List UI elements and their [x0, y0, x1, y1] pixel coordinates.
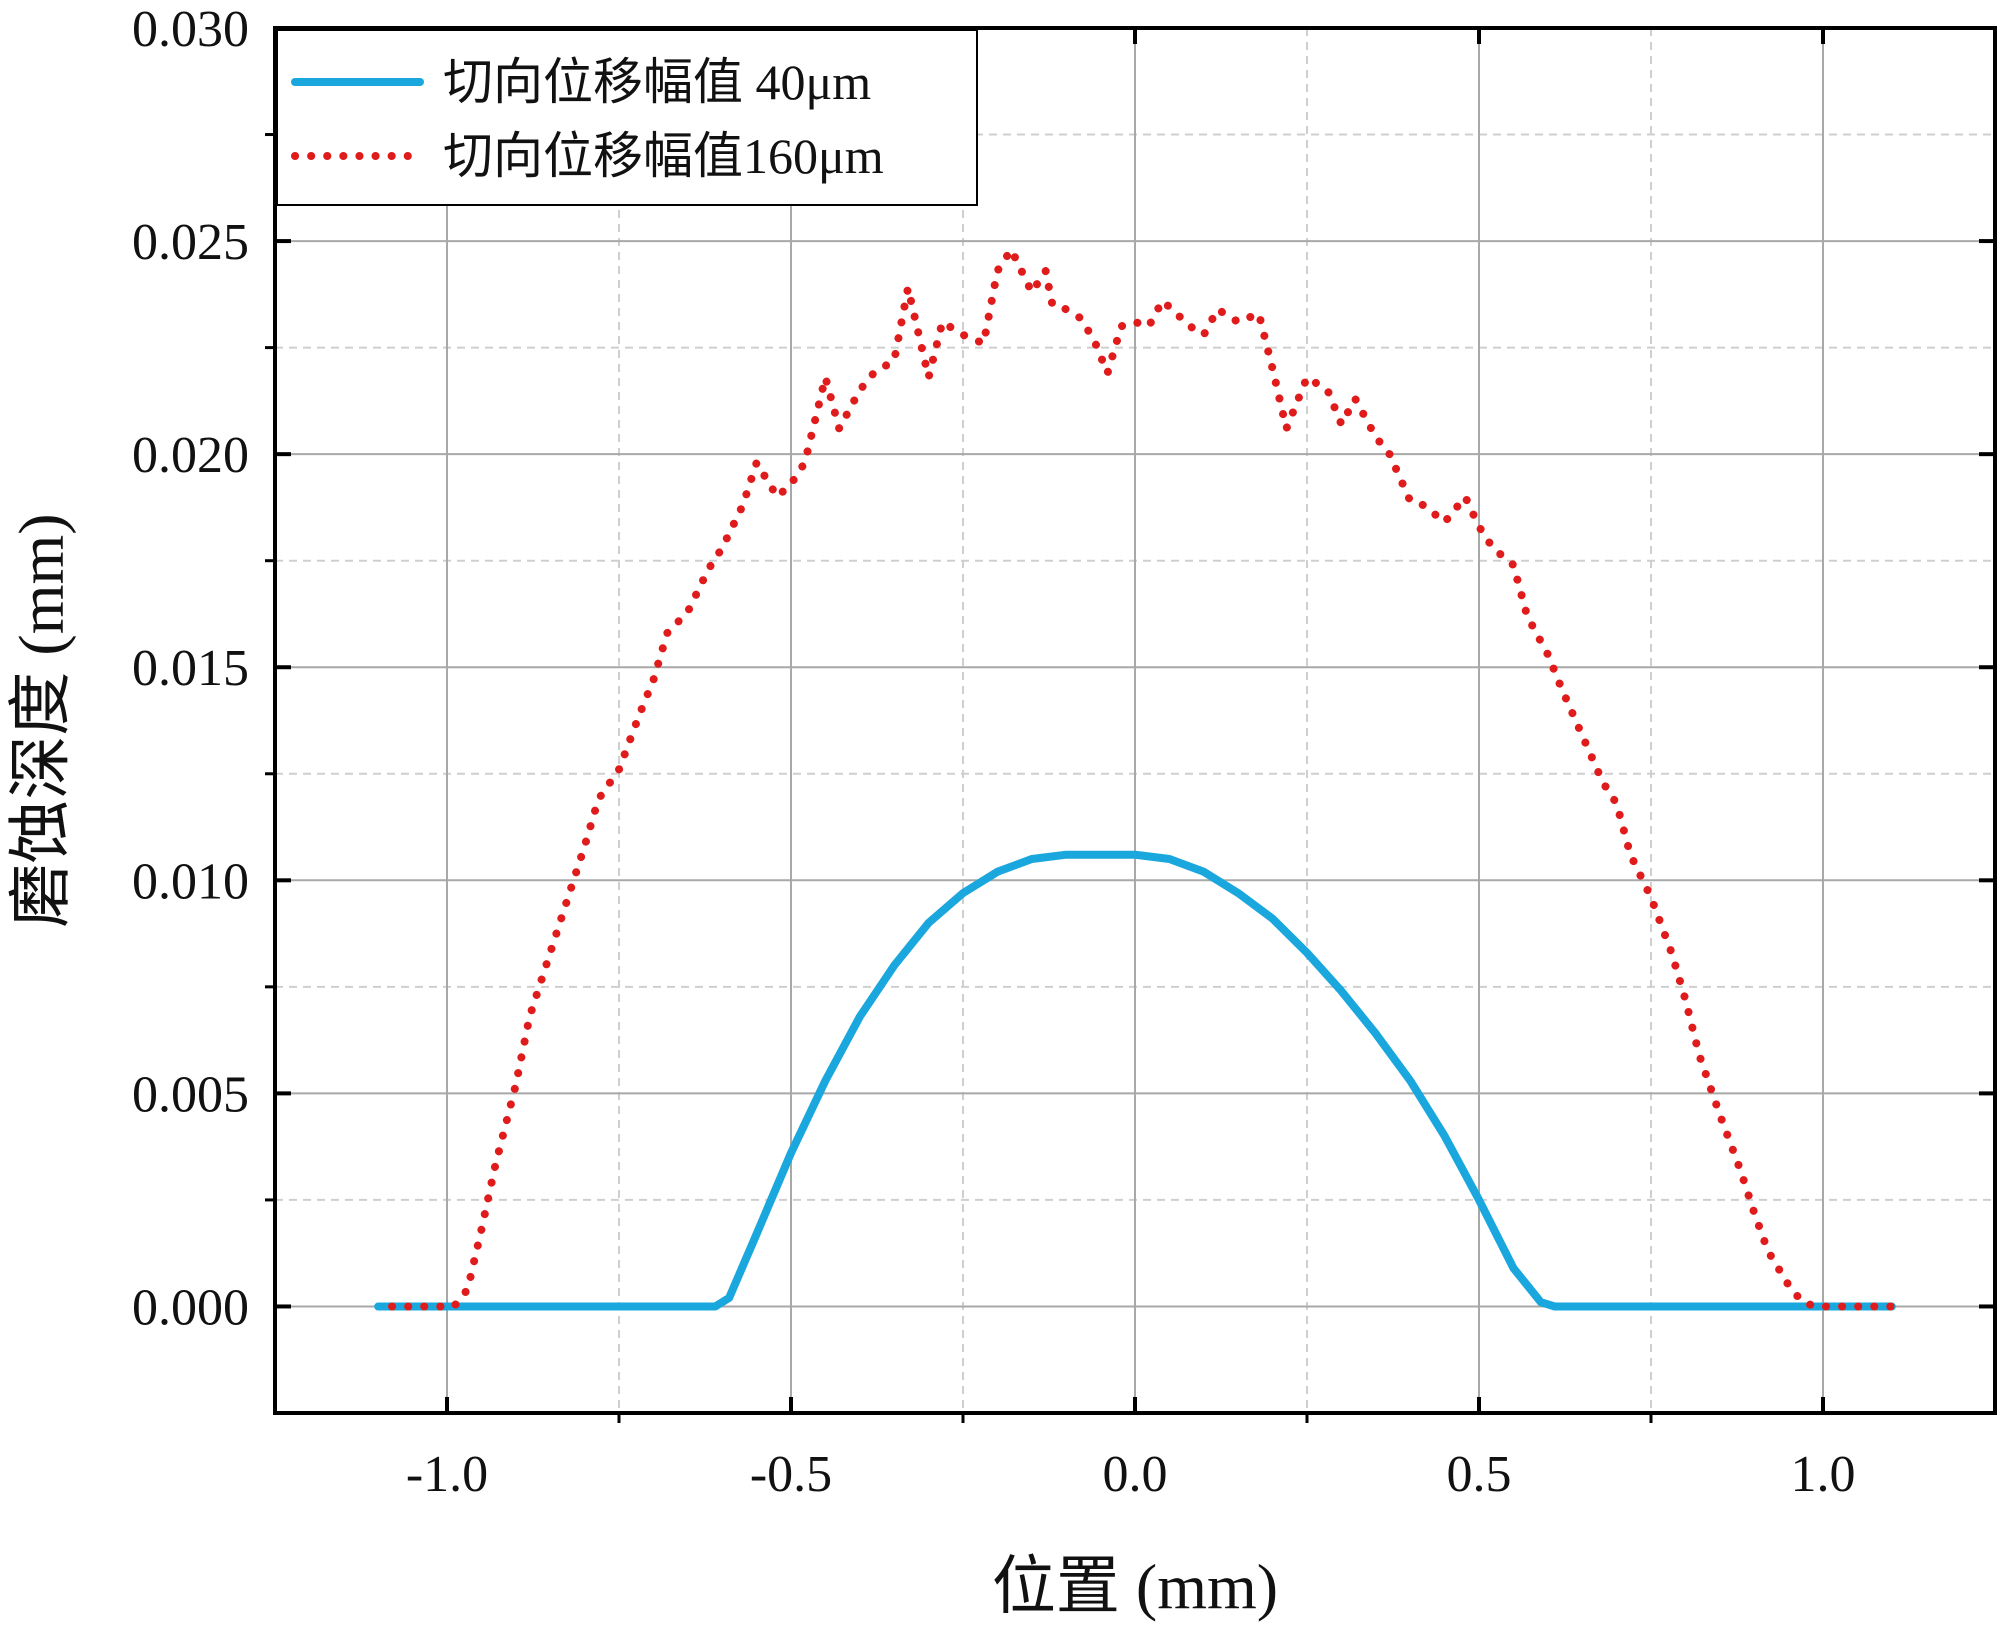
legend-label-series-1: 切向位移幅值 40μm	[443, 54, 871, 110]
grid	[275, 27, 1995, 1413]
x-tick-label: 0.5	[1447, 1446, 1512, 1503]
axis-ticks	[265, 26, 1995, 1423]
legend-label-series-2: 切向位移幅值160μm	[443, 128, 884, 184]
x-axis-title: 位置 (mm)	[992, 1551, 1278, 1622]
x-tick-label: -0.5	[750, 1446, 832, 1503]
legend-box	[276, 29, 978, 206]
x-tick-label: 0.0	[1103, 1446, 1168, 1503]
legend: 切向位移幅值 40μm 切向位移幅值160μm	[276, 29, 978, 206]
x-tick-labels: -1.0 -0.5 0.0 0.5 1.0	[406, 1446, 1856, 1503]
y-tick-label: 0.025	[132, 214, 249, 271]
x-tick-label: -1.0	[406, 1446, 488, 1503]
y-tick-label: 0.030	[132, 1, 249, 58]
y-tick-labels: 0.000 0.005 0.010 0.015 0.020 0.025 0.030	[132, 1, 249, 1336]
y-tick-label: 0.000	[132, 1279, 249, 1336]
series-line-2	[388, 245, 1896, 1311]
series-line-1	[374, 850, 1896, 1311]
x-tick-label: 1.0	[1791, 1446, 1856, 1503]
y-tick-label: 0.015	[132, 640, 249, 697]
y-tick-label: 0.005	[132, 1066, 249, 1123]
y-tick-label: 0.020	[132, 427, 249, 484]
y-axis-title: 磨蚀深度 (mm)	[6, 513, 77, 927]
y-tick-label: 0.010	[132, 853, 249, 910]
series-layer	[374, 245, 1896, 1311]
